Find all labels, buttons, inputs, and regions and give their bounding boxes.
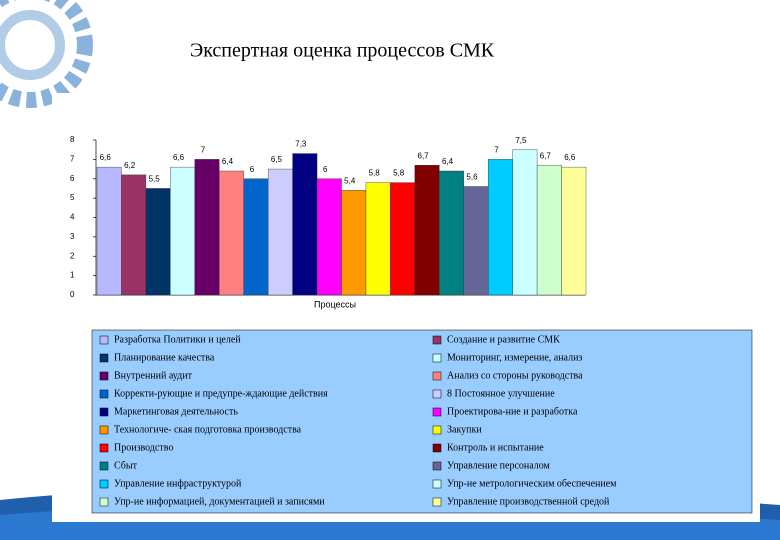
legend-label: Управление производственной средой [447, 496, 610, 507]
bar [536, 164, 562, 296]
bar [512, 149, 538, 296]
legend-label: Мониторинг, измерение, анализ [447, 352, 582, 363]
value-label: 7 [201, 145, 206, 154]
value-label: 5,8 [393, 169, 405, 178]
legend-label: Создание и развитие СМК [447, 334, 560, 345]
legend-swatch [432, 335, 442, 345]
value-label: 6,4 [222, 157, 234, 166]
legend-swatch [99, 479, 109, 489]
legend-label: Внутренний аудит [114, 370, 193, 381]
bar [488, 159, 513, 296]
y-tick-label: 1 [70, 271, 75, 280]
value-label: 6 [250, 165, 255, 174]
legend-swatch [432, 389, 442, 399]
bar [561, 166, 587, 296]
bar [439, 170, 464, 296]
legend-swatch [432, 407, 442, 417]
legend-label: Проектирова-ние и разработка [447, 406, 578, 417]
legend-label: Технологиче- ская подготовка производств… [114, 424, 302, 435]
legend-label: Управление инфраструктурой [114, 478, 242, 489]
bar [121, 174, 147, 296]
y-tick-label: 4 [70, 213, 75, 222]
legend-swatch [99, 425, 109, 435]
legend-swatch [99, 461, 109, 471]
y-tick-label: 8 [70, 135, 75, 144]
legend-swatch [432, 479, 442, 489]
legend-label: Управление персоналом [447, 460, 551, 471]
x-axis-label: Процессы [314, 299, 356, 309]
bar [316, 178, 342, 296]
bar [341, 190, 367, 296]
value-label: 5,6 [466, 173, 478, 182]
bar [170, 166, 196, 296]
bar [243, 178, 269, 296]
legend-label: Разработка Политики и целей [114, 334, 241, 345]
legend-label: Упр-ие информацией, документацией и запи… [114, 496, 325, 507]
value-label: 6,4 [442, 157, 454, 166]
legend-swatch [99, 443, 109, 453]
value-label: 6,6 [173, 153, 185, 162]
legend-swatch [99, 407, 109, 417]
bar [96, 166, 122, 296]
legend-label: Планирование качества [114, 352, 215, 363]
legend-swatch [432, 371, 442, 381]
value-label: 6,5 [271, 155, 283, 164]
value-label: 5,8 [369, 169, 381, 178]
value-label: 6,6 [100, 153, 112, 162]
y-tick-label: 7 [70, 154, 75, 163]
value-label: 6,7 [540, 151, 552, 160]
legend-label: Корректи-рующие и предупре-ждающие дейст… [114, 388, 328, 399]
legend-label: Сбыт [114, 460, 138, 471]
legend-swatch [99, 335, 109, 345]
bar [365, 182, 391, 296]
legend-label: Упр-ие метрологическим обеспечением [447, 478, 617, 489]
bar [145, 188, 171, 296]
legend-swatch [99, 497, 109, 507]
legend-swatch [432, 461, 442, 471]
legend-swatch [99, 389, 109, 399]
value-label: 6,2 [124, 161, 136, 170]
bar [219, 170, 244, 296]
legend-swatch [432, 353, 442, 363]
y-tick-label: 3 [70, 232, 75, 241]
y-tick-label: 0 [70, 290, 75, 299]
legend-swatch [99, 371, 109, 381]
gear-decoration [0, 0, 93, 108]
value-label: 6,7 [418, 151, 430, 160]
legend-swatch [432, 497, 442, 507]
bar [292, 153, 318, 296]
bar [194, 159, 220, 296]
bar [390, 182, 416, 296]
legend-label: Анализ со стороны руководства [447, 370, 583, 381]
bar [267, 168, 293, 296]
legend-label: Производство [114, 442, 173, 453]
legend-label: Закупки [447, 424, 482, 435]
legend-swatch [432, 425, 442, 435]
value-label: 5,5 [149, 175, 161, 184]
value-label: 7,5 [515, 136, 527, 145]
legend-swatch [432, 443, 442, 453]
y-tick-label: 6 [70, 174, 75, 183]
y-tick-label: 5 [70, 193, 75, 202]
value-label: 5,4 [344, 176, 356, 185]
legend-label: Контроль и испытание [447, 442, 544, 453]
bar [414, 164, 440, 296]
legend-box [91, 329, 753, 514]
value-label: 6 [323, 165, 328, 174]
legend-swatch [99, 353, 109, 363]
legend-label: Маркетинговая деятельность [114, 406, 238, 417]
legend-label: 8 Постоянное улучшение [447, 388, 555, 399]
value-label: 6,6 [564, 153, 576, 162]
value-label: 7,3 [295, 140, 307, 149]
chart-title: Экспертная оценка процессов СМК [190, 40, 495, 62]
bar [463, 186, 489, 296]
value-label: 7 [494, 145, 499, 154]
y-tick-label: 2 [70, 251, 75, 260]
